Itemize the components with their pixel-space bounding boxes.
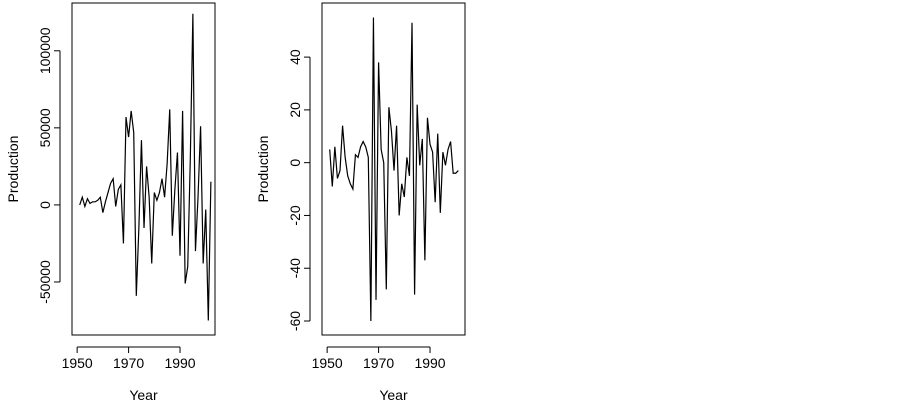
y-tick-label: 20	[287, 102, 303, 118]
x-axis-label: Year	[379, 387, 408, 403]
y-axis-label: Production	[5, 136, 21, 203]
y-tick-label: -50000	[37, 260, 53, 304]
x-tick-label: 1970	[113, 355, 144, 371]
plot-box	[321, 2, 466, 336]
y-tick-label: 0	[287, 159, 303, 167]
y-tick-label: 100000	[37, 27, 53, 74]
y-tick-label: -20	[287, 205, 303, 225]
plot-box	[71, 2, 216, 336]
x-tick-label: 1950	[312, 355, 343, 371]
y-tick-label: 0	[37, 201, 53, 209]
y-axis-label: Production	[255, 136, 271, 203]
data-line	[329, 17, 459, 322]
x-tick-label: 1990	[414, 355, 445, 371]
x-tick-label: 1970	[363, 355, 394, 371]
y-tick-label: 40	[287, 49, 303, 65]
y-tick-label: -40	[287, 258, 303, 278]
y-tick-label: 50000	[37, 108, 53, 147]
x-tick-label: 1950	[62, 355, 93, 371]
x-tick-label: 1990	[164, 355, 195, 371]
x-axis-label: Year	[129, 387, 158, 403]
y-tick-label: -60	[287, 311, 303, 331]
data-line	[79, 13, 212, 321]
